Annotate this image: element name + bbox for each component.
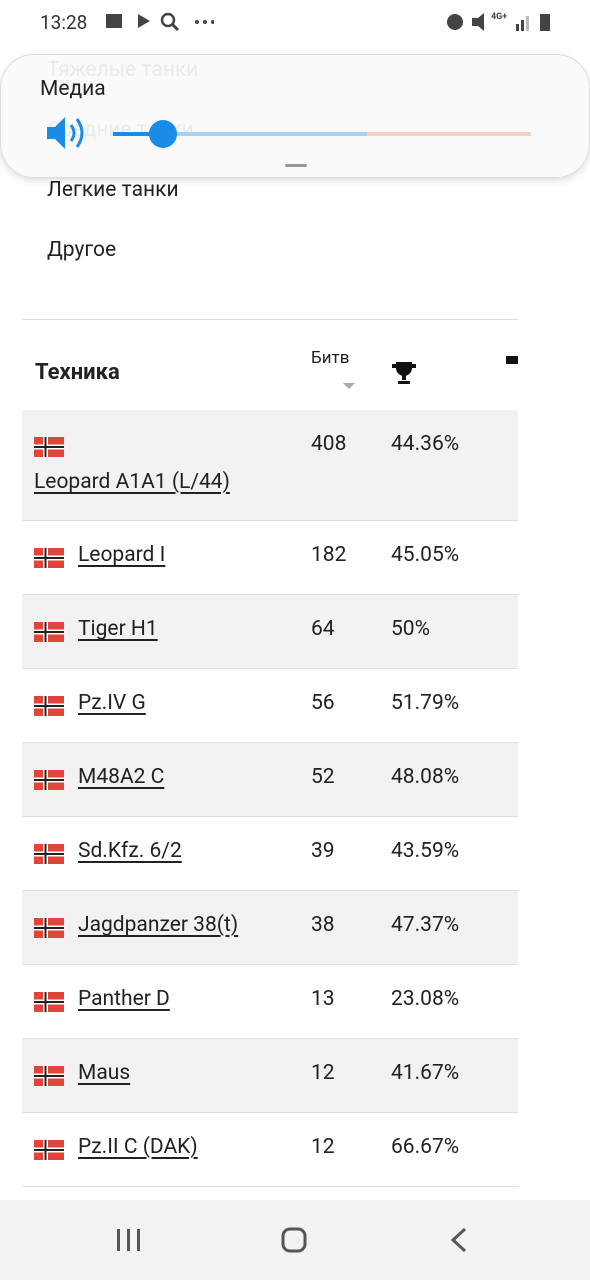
nav-bar [0,1200,590,1280]
vehicle-link[interactable]: Pz.IV G [78,691,146,715]
win-rate: 43.59% [391,839,460,863]
table-row: Sd.Kfz. 6/2 39 43.59% [22,817,518,891]
table-row: Leopard A1A1 (L/44) 408 44.36% [22,410,518,521]
flag-icon [34,622,64,642]
media-panel: Медиа [0,54,590,178]
table-row: Pz.II C (DAK) 12 66.67% [22,1113,518,1187]
flag-icon [34,992,64,1012]
win-rate: 50% [391,617,430,641]
menu-item[interactable]: Легкие танки [47,178,179,202]
battles: 12 [311,1061,335,1085]
header-vehicle: Техника [35,360,120,385]
win-rate: 66.67% [391,1135,460,1159]
vehicle-link[interactable]: Pz.II C (DAK) [78,1135,198,1159]
volume-slider[interactable] [45,115,535,155]
vehicle-link[interactable]: Maus [78,1061,131,1085]
network-type: 4G+ [491,12,508,22]
flag-icon [34,548,64,568]
win-rate: 23.08% [391,987,460,1011]
status-bar: 13:28 4G+ [0,0,590,45]
battles: 408 [311,432,347,456]
drag-handle [285,164,307,167]
table-row: Maus 12 41.67% [22,1039,518,1113]
win-rate: 51.79% [391,691,460,715]
battles: 182 [311,543,347,567]
flag-icon [34,844,64,864]
menu-item[interactable]: Другое [47,238,117,262]
media-title: Медиа [40,77,106,101]
battles: 64 [311,617,335,641]
system-icons [447,13,550,31]
table-row: Jagdpanzer 38(t) 38 47.37% [22,891,518,965]
battles: 56 [311,691,335,715]
status-icons [106,12,214,32]
flag-icon [34,1140,64,1160]
trophy-icon [392,362,416,384]
battles: 39 [311,839,335,863]
tank-icon [506,356,518,364]
table-row: M48A2 C 52 48.08% [22,743,518,817]
vehicle-link[interactable]: Jagdpanzer 38(t) [78,913,239,937]
vehicle-link[interactable]: Tiger H1 [78,617,158,641]
vehicle-link[interactable]: Panther D [78,987,170,1011]
flag-icon [34,770,64,790]
flag-icon [34,918,64,938]
battles: 12 [311,1135,335,1159]
vehicle-link[interactable]: Sd.Kfz. 6/2 [78,839,182,863]
table-row: Leopard I 182 45.05% [22,521,518,595]
time: 13:28 [40,11,88,34]
table-row: Pz.IV G 56 51.79% [22,669,518,743]
header-battles[interactable]: Битв [311,348,350,368]
win-rate: 45.05% [391,543,460,567]
battles: 38 [311,913,335,937]
flag-icon [34,696,64,716]
table-row: Panther D 13 23.08% [22,965,518,1039]
vehicle-link[interactable]: Leopard A1A1 (L/44) [34,470,230,494]
flag-icon [34,1066,64,1086]
sort-arrow [343,383,355,389]
vehicle-link[interactable]: Leopard I [78,543,166,567]
table-header: Техника Битв [22,319,518,412]
table-row: Tiger H1 64 50% [22,595,518,669]
battles: 52 [311,765,335,789]
vehicle-link[interactable]: M48A2 C [78,765,165,789]
nav-buttons[interactable] [0,1200,590,1280]
win-rate: 47.37% [391,913,460,937]
win-rate: 41.67% [391,1061,460,1085]
flag-icon [34,437,64,457]
win-rate: 44.36% [391,432,460,456]
win-rate: 48.08% [391,765,460,789]
battles: 13 [311,987,335,1011]
